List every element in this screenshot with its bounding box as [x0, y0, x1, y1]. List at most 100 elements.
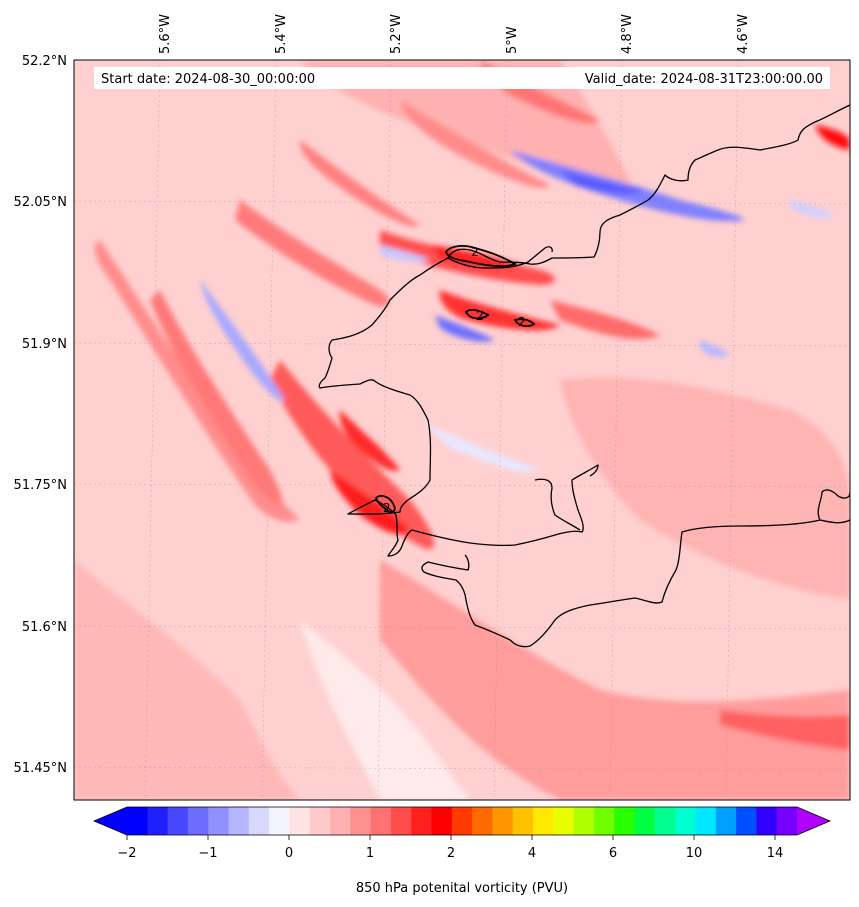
- pv-negative-streak-4: [435, 315, 495, 342]
- cb-tick-10: 10: [686, 846, 703, 861]
- colorbar-segment: [512, 807, 534, 835]
- colorbar-segment: [675, 807, 697, 835]
- colorbar-segment: [309, 807, 331, 835]
- coastline-pembrokeshire: [318, 257, 449, 515]
- pv-negative-streak-6: [700, 340, 730, 358]
- pv-contour-south: [374, 495, 396, 513]
- colorbar-segment: [350, 807, 372, 835]
- colorbar-segment: [472, 807, 494, 835]
- pv-negative-streak-8: [790, 200, 835, 218]
- colorbar-segment: [492, 807, 514, 835]
- lon-label-4-8w: 4.8°W: [620, 14, 635, 54]
- colorbar-segment: [127, 807, 148, 835]
- coastline: [318, 104, 850, 648]
- cb-tick-6: 6: [609, 846, 617, 861]
- contour-label-1: 2: [471, 245, 479, 259]
- pv-region-pale-south: [300, 620, 470, 800]
- lat-label-51-45n: 51.45°N: [14, 761, 67, 776]
- pv-filled-contours: [74, 60, 850, 800]
- pv-streak-4: [339, 410, 400, 471]
- coastline-north-wales: [447, 104, 850, 269]
- pv-streak-2: [150, 290, 282, 505]
- colorbar-segment: [187, 807, 209, 835]
- colorbar-segment: [390, 807, 412, 835]
- pv-streak-6: [235, 200, 390, 307]
- map-area: 2 2 2 2 Start date: 2024-08-30_00:00:00 …: [74, 60, 850, 800]
- pv-negative-streak-2: [510, 150, 745, 222]
- pv-region-east: [560, 377, 850, 600]
- pv-contour-2: [374, 245, 536, 513]
- lat-label-52-05n: 52.05°N: [14, 195, 67, 210]
- lon-label-5w: 5°W: [505, 26, 520, 54]
- coastline-carmarthen: [534, 478, 581, 531]
- pv-streak-12: [400, 100, 550, 188]
- pv-region-southwest: [74, 560, 300, 800]
- pv-contour-north: [445, 245, 518, 268]
- pv-streak-1: [94, 240, 300, 522]
- colorbar-segment: [593, 807, 615, 835]
- pv-maximum-south: [720, 710, 850, 750]
- colorbar-segment: [736, 807, 757, 835]
- start-date-label: Start date: 2024-08-30_00:00:00: [101, 72, 315, 87]
- colorbar-segment: [411, 807, 433, 835]
- colorbar-segments: [127, 807, 798, 835]
- lat-label-51-6n: 51.6°N: [22, 620, 67, 635]
- colorbar: −2 −1 0 1 2 4 6 10 14 850 hPa potenital …: [92, 806, 832, 896]
- cb-tick-neg1: −1: [198, 846, 217, 861]
- valid-date-label: Valid_date: 2024-08-31T23:00:00.00: [585, 72, 823, 87]
- pv-negative-streak-5: [380, 245, 430, 263]
- contour-label-4: 2: [383, 501, 391, 515]
- cb-tick-14: 14: [767, 846, 784, 861]
- cb-tick-neg2: −2: [117, 846, 136, 861]
- contour-label-2: 2: [476, 309, 484, 323]
- pv-streak-10: [550, 300, 660, 340]
- pv-streak-11: [299, 140, 420, 227]
- colorbar-segment: [695, 807, 717, 835]
- latitude-labels: 52.2°N 52.05°N 51.9°N 51.75°N 51.6°N 51.…: [14, 54, 67, 776]
- pv-maximum-northeast-corner: [815, 125, 850, 150]
- cb-tick-1: 1: [366, 846, 374, 861]
- colorbar-segment: [289, 807, 311, 835]
- coastline-milford-haven: [374, 464, 599, 557]
- colorbar-segment: [167, 807, 189, 835]
- info-box: [94, 67, 830, 89]
- lat-label-51-75n: 51.75°N: [14, 478, 67, 493]
- colorbar-segment: [370, 807, 392, 835]
- pv-negative-streak-7: [420, 420, 540, 473]
- lon-label-5-2w: 5.2°W: [389, 14, 404, 54]
- colorbar-segment: [208, 807, 230, 835]
- colorbar-segment: [431, 807, 453, 835]
- colorbar-title: 850 hPa potenital vorticity (PVU): [356, 881, 568, 896]
- cb-tick-0: 0: [285, 846, 293, 861]
- lon-label-5-6w: 5.6°W: [158, 14, 173, 54]
- colorbar-segment: [715, 807, 737, 835]
- map-frame: [73, 59, 851, 801]
- longitude-labels: 5.6°W 5.4°W 5.2°W 5°W 4.8°W 4.6°W: [158, 14, 751, 54]
- pv-negative-streak-1: [200, 280, 285, 401]
- colorbar-segment: [451, 807, 473, 835]
- colorbar-tick-labels: −2 −1 0 1 2 4 6 10 14: [117, 846, 783, 861]
- colorbar-segment: [269, 807, 291, 835]
- cb-tick-2: 2: [447, 846, 455, 861]
- pv-region-southeast: [380, 560, 850, 800]
- lat-label-51-9n: 51.9°N: [22, 337, 67, 352]
- colorbar-segment: [553, 807, 575, 835]
- pv-contour-middle: [464, 308, 490, 320]
- colorbar-segment: [228, 807, 250, 835]
- contour-label-3: 2: [518, 315, 526, 329]
- lon-label-4-6w: 4.6°W: [736, 14, 751, 54]
- colorbar-segment: [573, 807, 595, 835]
- lat-label-52-2n: 52.2°N: [22, 54, 67, 69]
- colorbar-under-arrow: [94, 807, 127, 835]
- pv-contour-labels: 2 2 2 2: [383, 245, 526, 515]
- colorbar-over-arrow: [797, 807, 830, 835]
- colorbar-segment: [147, 807, 169, 835]
- coastline-gower: [421, 489, 850, 648]
- pv-streak-8: [430, 245, 520, 269]
- colorbar-segment: [248, 807, 270, 835]
- colorbar-segment: [654, 807, 676, 835]
- colorbar-segment: [614, 807, 636, 835]
- colorbar-segment: [533, 807, 554, 835]
- colorbar-segment: [634, 807, 656, 835]
